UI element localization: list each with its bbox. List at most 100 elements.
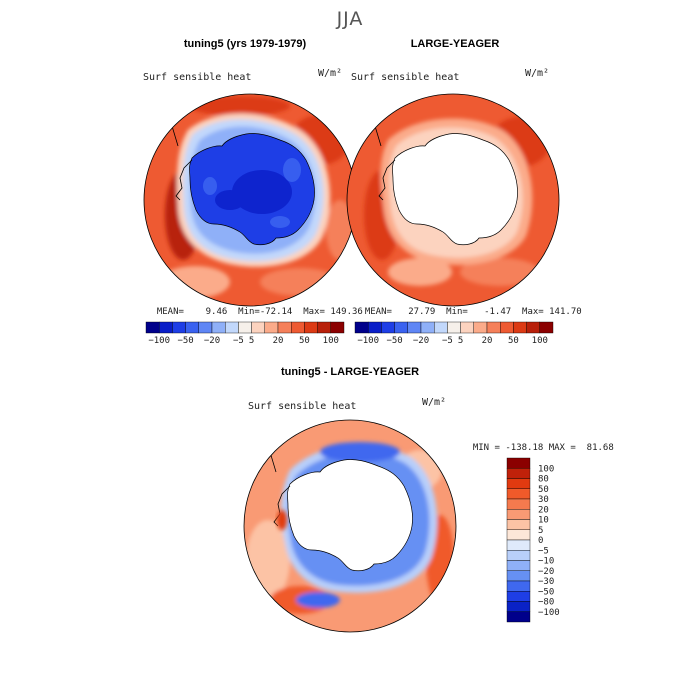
colorbar1-swatch (145, 321, 160, 334)
colorbar-diff-tick-label: 10 (538, 516, 549, 526)
colorbar-diff-swatch (506, 519, 531, 530)
panel1-title: tuning5 (yrs 1979-1979) (183, 38, 307, 50)
colorbar-diff-tick-label: −10 (538, 557, 554, 567)
map3-peninsula (273, 485, 291, 527)
colorbar2-swatch (539, 321, 554, 334)
colorbar-diff-tick-label: 20 (538, 505, 549, 515)
colorbar-diff-swatch (506, 601, 531, 612)
colorbar1-tick-label: 20 (273, 336, 284, 346)
panel2-units: W/m² (525, 68, 550, 79)
panel1-units: W/m² (318, 68, 343, 79)
colorbar-diff-swatch (506, 580, 531, 592)
panel2-mean-value: 27.79 (408, 307, 436, 317)
colorbar1-tick-label: 100 (323, 336, 339, 346)
colorbar1-swatch (224, 321, 239, 334)
colorbar-diff-swatch (506, 550, 531, 561)
colorbar2-tick-label: 20 (482, 336, 493, 346)
panel3-stats: MIN = -138.18 MAX = 81.68 (462, 433, 614, 453)
panel3-variable-label: Surf sensible heat (248, 401, 357, 412)
colorbar1-tick-label: 50 (299, 336, 310, 346)
panel3-min-label: MIN = (472, 443, 500, 453)
colorbar2-tick-label: −20 (413, 336, 429, 346)
panel2-title: LARGE-YEAGER (410, 38, 500, 50)
map3-frame (243, 419, 457, 633)
colorbar2-swatch (420, 321, 435, 334)
colorbar2-swatch (513, 321, 527, 334)
colorbar-diff-swatch (506, 570, 531, 582)
colorbar-diff-swatch (506, 611, 531, 623)
colorbar1-swatch (185, 321, 200, 334)
panel1-stats: MEAN= 9.46 Min=-72.14 Max= 149.36 (146, 297, 363, 317)
panel2-variable-label: Surf sensible heat (351, 72, 460, 83)
colorbar1-swatch (264, 321, 279, 334)
colorbar2-swatch (447, 321, 461, 334)
panel3-min-value: -138.18 (505, 443, 544, 453)
colorbar-diff-tick-label: −80 (538, 598, 554, 608)
colorbar2-swatch (486, 321, 501, 334)
colorbar2-swatch (434, 321, 448, 334)
colorbar2-swatch (354, 321, 369, 334)
panel2-mean-label: MEAN= (364, 307, 392, 317)
colorbar1-swatch (211, 321, 226, 334)
colorbar-diff-swatch (506, 468, 531, 479)
panel1-min-value: -72.14 (259, 307, 293, 317)
colorbar2-swatch (368, 321, 382, 334)
map-panel3 (243, 419, 457, 633)
map2-frame (346, 93, 560, 307)
colorbar-diff-swatch (506, 529, 531, 541)
panel1-mean-value: 9.46 (205, 307, 228, 317)
panel1-min-label: Min= (238, 307, 260, 317)
map3-antarctica (287, 459, 413, 572)
panel3-max-value: 81.68 (586, 443, 614, 453)
colorbar1-swatch (198, 321, 213, 334)
colorbar1-swatch (330, 321, 345, 334)
page-title: JJA (336, 8, 364, 30)
map-panel2 (346, 93, 560, 307)
colorbar-diff-tick-label: −5 (538, 546, 549, 556)
panel1-mean-label: MEAN= (156, 307, 184, 317)
colorbar2-tick-label: 100 (532, 336, 548, 346)
colorbar1-swatch (317, 321, 332, 334)
colorbar2-tick-label: 5 (458, 336, 463, 346)
colorbar-diff-swatch (506, 560, 531, 571)
colorbar1-swatch (238, 321, 252, 334)
colorbar2-swatch (381, 321, 395, 334)
colorbar-diff-tick-label: −20 (538, 567, 554, 577)
colorbar1-tick-label: −20 (204, 336, 220, 346)
colorbar-diff-tick-label: 5 (538, 526, 543, 536)
panel2-max-value: 141.70 (549, 307, 582, 317)
map2-antarctica (392, 133, 518, 246)
colorbar-diff-tick-label: −100 (538, 608, 560, 618)
colorbar-diff-swatch (506, 457, 531, 469)
colorbar1-swatch (277, 321, 292, 334)
colorbar2-tick-label: −50 (386, 336, 402, 346)
map1-peninsula (175, 159, 193, 201)
colorbar-panel1: −100 −50 −20 −5 5 20 50 100 (145, 321, 345, 346)
colorbar2-swatch (500, 321, 514, 334)
colorbar1-swatch (304, 321, 318, 334)
colorbar1-swatch (158, 321, 173, 334)
colorbar1-swatch (291, 321, 305, 334)
colorbar2-tick-label: 50 (508, 336, 519, 346)
colorbar-diff-swatch (506, 498, 531, 510)
colorbar2-swatch (407, 321, 422, 334)
colorbar-diff-swatch (506, 591, 531, 602)
panel2-stats: MEAN= 27.79 Min= -1.47 Max= 141.70 (354, 297, 582, 317)
colorbar-diff-tick-label: 100 (538, 464, 554, 474)
colorbar1-tick-label: −5 (233, 336, 244, 346)
colorbar2-tick-label: −5 (442, 336, 453, 346)
colorbar-panel2: −100 −50 −20 −5 5 20 50 100 (354, 321, 554, 346)
map-panel1 (143, 93, 357, 307)
panel3-title: tuning5 - LARGE-YEAGER (280, 366, 420, 378)
map2-peninsula (378, 159, 396, 201)
colorbar-diff-tick-label: −30 (538, 577, 554, 587)
colorbar2-swatch (394, 321, 409, 334)
colorbar2-tick-label: −100 (357, 336, 379, 346)
colorbar2-swatch (460, 321, 475, 334)
colorbar-diff-swatch (506, 509, 531, 520)
panel3-units: W/m² (422, 397, 447, 408)
colorbar-diff-tick-label: 0 (538, 536, 543, 546)
colorbar-diff-tick-label: 50 (538, 485, 549, 495)
